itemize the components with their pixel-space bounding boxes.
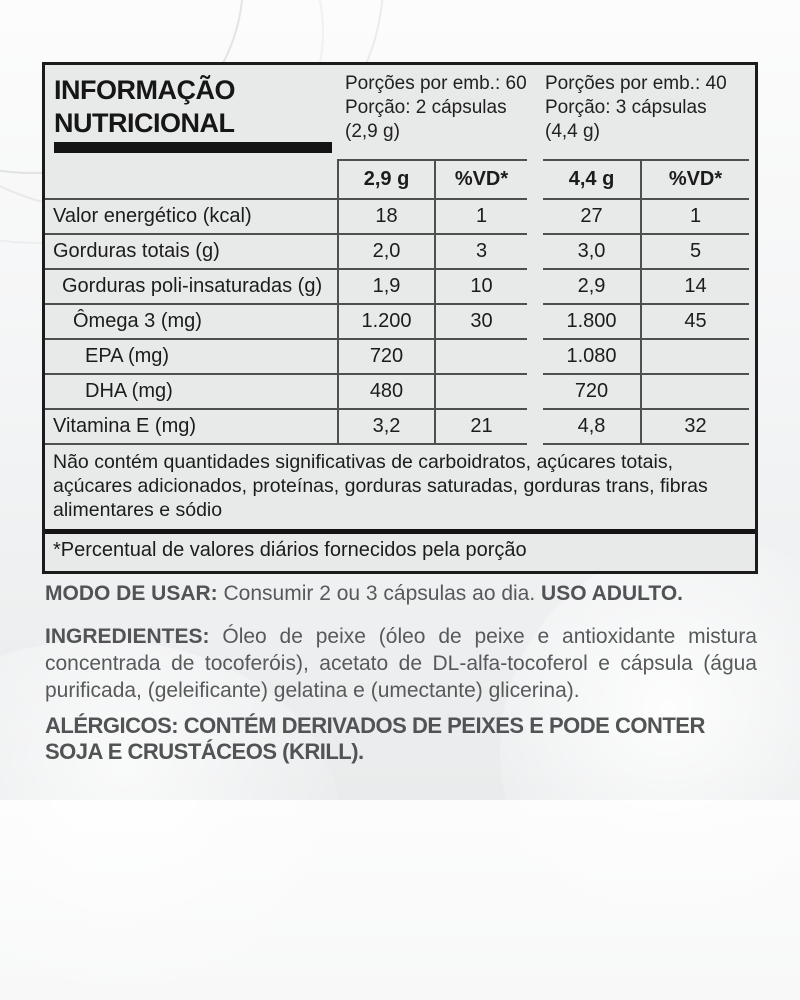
row-label: Gorduras totais (g) bbox=[45, 235, 337, 270]
vd1-cell: 10 bbox=[434, 270, 527, 305]
column-header-qty2: 4,4 g bbox=[543, 159, 640, 200]
qty1-cell: 3,2 bbox=[337, 410, 434, 445]
footnote-divider bbox=[45, 529, 755, 534]
qty1-cell: 480 bbox=[337, 375, 434, 410]
row-label: DHA (mg) bbox=[45, 375, 337, 410]
column-header-qty1: 2,9 g bbox=[337, 159, 434, 200]
serving-weight: (2,9 g) bbox=[345, 121, 400, 142]
ingredients-paragraph: INGREDIENTES: Óleo de peixe (óleo de pei… bbox=[45, 623, 757, 704]
no-significant-amounts-note: Não contém quantidades significativas de… bbox=[53, 451, 708, 521]
qty2-cell: 3,0 bbox=[543, 235, 640, 270]
vd2-cell bbox=[640, 375, 749, 410]
qty2-cell: 4,8 bbox=[543, 410, 640, 445]
panel-header: INFORMAÇÃO NUTRICIONAL Porções por emb.:… bbox=[45, 65, 755, 159]
table-corner-cell bbox=[45, 159, 337, 200]
title-underline-bar bbox=[54, 142, 332, 153]
row-label: EPA (mg) bbox=[45, 340, 337, 375]
qty1-cell: 1,9 bbox=[337, 270, 434, 305]
row-label: Ômega 3 (mg) bbox=[45, 305, 337, 340]
serving-size: Porção: 2 cápsulas bbox=[345, 97, 507, 118]
qty1-cell: 720 bbox=[337, 340, 434, 375]
vd1-cell: 30 bbox=[434, 305, 527, 340]
vd2-cell: 1 bbox=[640, 200, 749, 235]
daily-value-footnote: *Percentual de valores diários fornecido… bbox=[53, 539, 527, 561]
column-gap bbox=[527, 410, 543, 445]
column-gap bbox=[527, 159, 543, 200]
allergen-warning: ALÉRGICOS: CONTÉM DERIVADOS DE PEIXES E … bbox=[45, 713, 705, 764]
vd1-cell: 21 bbox=[434, 410, 527, 445]
ingredients-text: Óleo de peixe (óleo de peixe e antioxida… bbox=[45, 625, 757, 702]
qty1-cell: 2,0 bbox=[337, 235, 434, 270]
qty2-cell: 1.080 bbox=[543, 340, 640, 375]
nutrition-facts-panel: INFORMAÇÃO NUTRICIONAL Porções por emb.:… bbox=[42, 62, 758, 574]
panel-title: INFORMAÇÃO NUTRICIONAL bbox=[54, 75, 235, 138]
serving-info-2-capsules: Porções por emb.: 60 Porção: 2 cápsulas … bbox=[345, 72, 540, 144]
usage-text: Consumir 2 ou 3 cápsulas ao dia. bbox=[223, 582, 536, 605]
qty2-cell: 1.800 bbox=[543, 305, 640, 340]
qty2-cell: 27 bbox=[543, 200, 640, 235]
vd2-cell bbox=[640, 340, 749, 375]
column-header-vd1: %VD* bbox=[434, 159, 527, 200]
qty2-cell: 2,9 bbox=[543, 270, 640, 305]
column-gap bbox=[527, 200, 543, 235]
serving-info-3-capsules: Porções por emb.: 40 Porção: 3 cápsulas … bbox=[545, 72, 750, 144]
vd1-cell: 1 bbox=[434, 200, 527, 235]
usage-adult-note: USO ADULTO. bbox=[541, 582, 683, 605]
qty1-cell: 1.200 bbox=[337, 305, 434, 340]
servings-per-package: Porções por emb.: 40 bbox=[545, 73, 727, 94]
column-gap bbox=[527, 270, 543, 305]
vd2-cell: 14 bbox=[640, 270, 749, 305]
vd2-cell: 45 bbox=[640, 305, 749, 340]
qty1-cell: 18 bbox=[337, 200, 434, 235]
column-gap bbox=[527, 235, 543, 270]
column-gap bbox=[527, 305, 543, 340]
row-label: Vitamina E (mg) bbox=[45, 410, 337, 445]
vd1-cell bbox=[434, 375, 527, 410]
column-gap bbox=[527, 340, 543, 375]
vd1-cell: 3 bbox=[434, 235, 527, 270]
serving-size: Porção: 3 cápsulas bbox=[545, 97, 707, 118]
row-label: Valor energético (kcal) bbox=[45, 200, 337, 235]
vd2-cell: 5 bbox=[640, 235, 749, 270]
column-gap bbox=[527, 375, 543, 410]
nutrition-table: 2,9 g %VD* 4,4 g %VD* Valor energético (… bbox=[45, 159, 755, 445]
servings-per-package: Porções por emb.: 60 bbox=[345, 73, 527, 94]
lower-text-sections: MODO DE USAR: Consumir 2 ou 3 cápsulas a… bbox=[45, 581, 757, 765]
usage-instructions: MODO DE USAR: Consumir 2 ou 3 cápsulas a… bbox=[45, 581, 757, 607]
usage-label: MODO DE USAR: bbox=[45, 582, 218, 605]
vd1-cell bbox=[434, 340, 527, 375]
ingredients-label: INGREDIENTES: bbox=[45, 625, 210, 648]
column-header-vd2: %VD* bbox=[640, 159, 749, 200]
vd2-cell: 32 bbox=[640, 410, 749, 445]
serving-weight: (4,4 g) bbox=[545, 121, 600, 142]
row-label: Gorduras poli-insaturadas (g) bbox=[45, 270, 337, 305]
qty2-cell: 720 bbox=[543, 375, 640, 410]
